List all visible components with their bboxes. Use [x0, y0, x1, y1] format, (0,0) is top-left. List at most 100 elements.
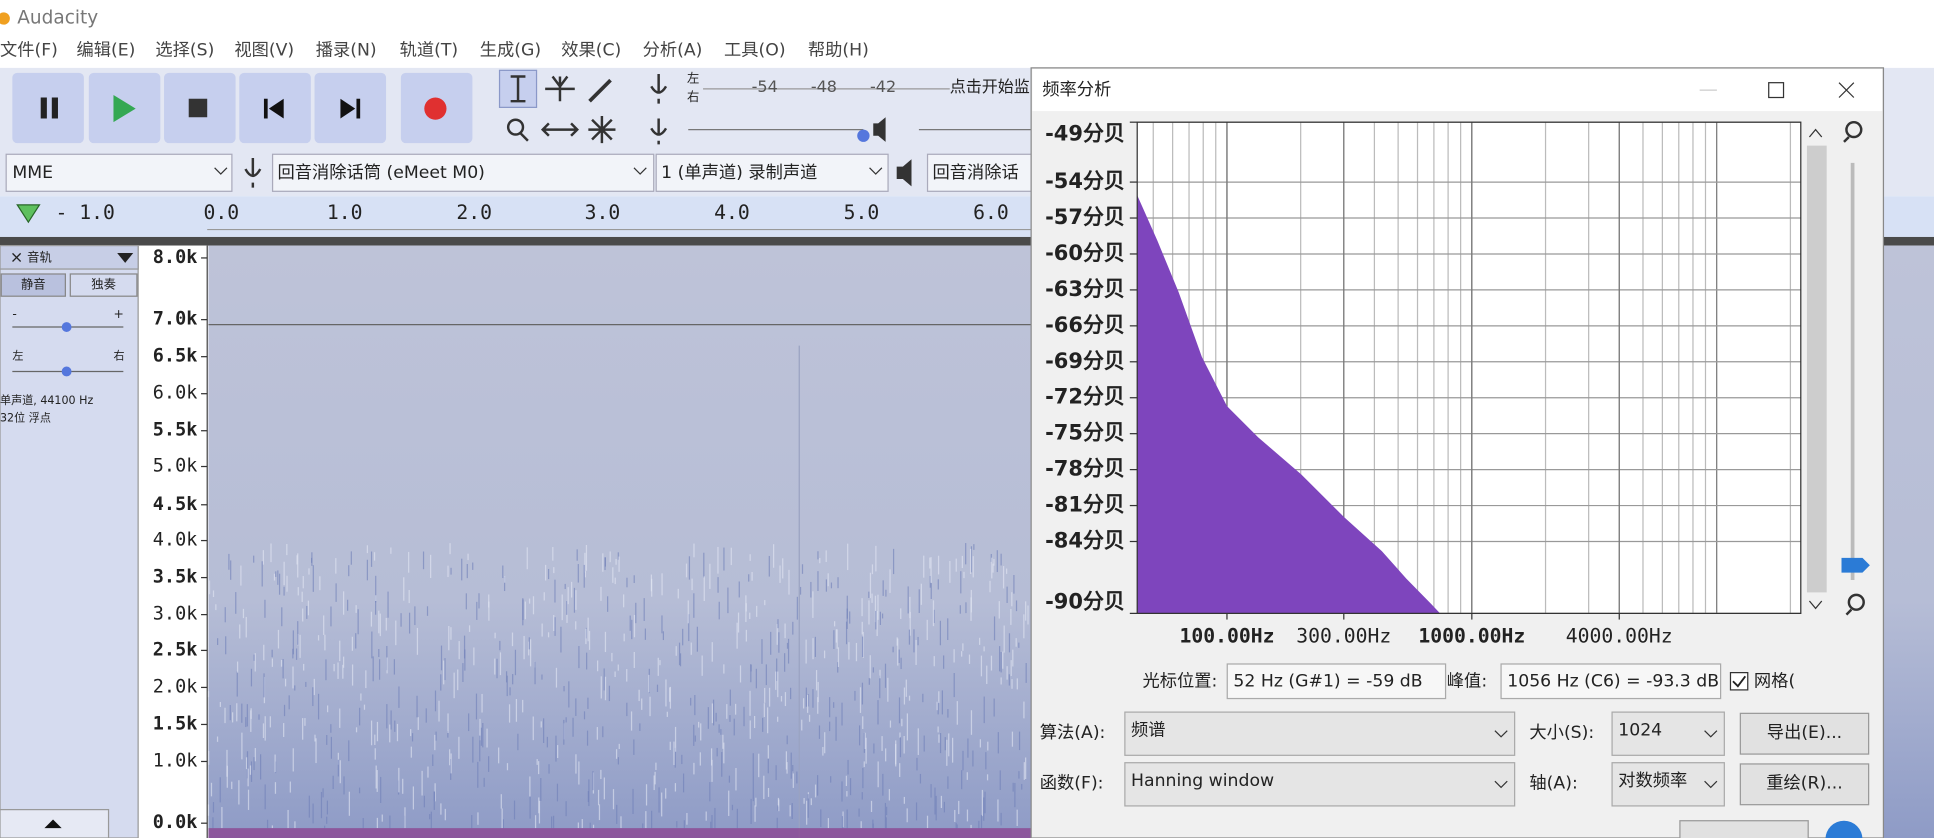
envelope-tool[interactable]	[545, 75, 575, 102]
y-tick-label: -66分贝	[1045, 313, 1125, 337]
export-button[interactable]	[1739, 712, 1870, 755]
y-tick-label: -63分贝	[1045, 277, 1125, 301]
menu-item[interactable]: 选择(S)	[155, 41, 214, 61]
gain-max: +	[113, 307, 123, 321]
app-icon	[0, 12, 10, 25]
gain-min: -	[12, 307, 16, 321]
menu-item[interactable]: 文件(F)	[0, 41, 58, 61]
axis: 对数频率	[1618, 771, 1687, 791]
axis-combo[interactable]	[1611, 762, 1725, 807]
replot: 重绘(R)...	[1766, 774, 1842, 794]
menu-item[interactable]: 效果(C)	[561, 41, 621, 61]
grid-checkbox[interactable]	[1729, 672, 1749, 691]
function-combo[interactable]	[1124, 762, 1516, 807]
frequency-label: 6.0k	[153, 383, 198, 404]
frequency-axis	[139, 245, 208, 838]
export: 导出(E)...	[1767, 723, 1842, 743]
frequency-label: 7.0k	[153, 309, 198, 330]
help-button[interactable]	[1825, 820, 1863, 838]
close-dialog-button[interactable]	[1679, 820, 1809, 838]
ruler-labels: - 1.0 0.0 1.0 2.0 3.0 4.0 5.0 6.0	[56, 201, 1009, 224]
y-tick-label: -54分贝	[1045, 169, 1125, 193]
transport	[12, 72, 473, 144]
pause-button[interactable]	[12, 72, 84, 144]
menu-item[interactable]: 编辑(E)	[76, 41, 135, 61]
window-title: Audacity	[17, 8, 98, 29]
track-name[interactable]: 音轨	[27, 249, 52, 264]
close-button[interactable]	[1838, 82, 1855, 98]
menu-item[interactable]: 播录(N)	[316, 41, 377, 61]
y-tick-label: -81分贝	[1045, 493, 1125, 517]
zoom-out[interactable]	[1847, 593, 1865, 611]
cursor-value: 52 Hz (G#1) = -59 dB	[1233, 671, 1422, 691]
meter-hint[interactable]: 点击开始监	[950, 77, 1030, 96]
tools	[498, 69, 616, 144]
algorithm-combo[interactable]	[1124, 711, 1516, 756]
y-tick-label: -49分贝	[1045, 122, 1125, 146]
meter-channel: 左	[687, 70, 699, 85]
cursor-box	[1226, 663, 1447, 700]
volume-thumb[interactable]	[857, 129, 870, 142]
cursor-label: 光标位置:	[1143, 671, 1218, 691]
size: 1024	[1618, 721, 1662, 741]
ruler-label: - 1.0	[56, 201, 115, 224]
algorithm: 频谱	[1131, 721, 1166, 741]
meter-tick: -42	[870, 77, 896, 96]
dialog-controls: 光标位置: 52 Hz (G#1) = -59 dB 峰值: 1056 Hz (C6)…	[1040, 671, 1843, 793]
menu-item[interactable]: 轨道(T)	[400, 41, 459, 61]
menu-item[interactable]: 工具(O)	[724, 41, 786, 61]
size-label: 大小(S):	[1529, 723, 1594, 743]
frequency-label: 8.0k	[153, 247, 198, 268]
y-tick-label: -72分贝	[1045, 385, 1125, 409]
track-info: 单声道, 44100 Hz	[0, 393, 93, 407]
multi-tool[interactable]	[588, 116, 616, 144]
zoom-in[interactable]	[1845, 120, 1863, 139]
frequency-label: 1.5k	[153, 713, 198, 734]
gain-thumb[interactable]	[61, 322, 72, 332]
plot-border	[1136, 121, 1802, 614]
pan-thumb[interactable]	[61, 366, 72, 377]
x-tick-label: 1000.00Hz	[1418, 624, 1525, 647]
menu-item[interactable]: 生成(G)	[480, 41, 541, 61]
ruler-label: 6.0	[973, 201, 1009, 224]
recording-device-combo[interactable]	[271, 153, 655, 192]
scrollbar[interactable]	[1806, 145, 1827, 593]
y-tick-label: -57分贝	[1045, 205, 1125, 229]
dialog-title: 频率分析	[1042, 80, 1111, 100]
y-tick-label: -78分贝	[1045, 457, 1125, 481]
x-tick-label: 4000.00Hz	[1566, 624, 1673, 647]
menu-item[interactable]: 分析(A)	[643, 41, 703, 61]
device-toolbar: MME 回音消除话筒 (eMeet M0) 1 (单声道) 录制声道 回音消除话	[5, 153, 1032, 192]
ruler-label: 2.0	[456, 201, 492, 224]
y-tick-label: -90分贝	[1045, 589, 1125, 613]
play-head-button[interactable]	[16, 204, 41, 224]
x-tick-label: 100.00Hz	[1179, 624, 1274, 647]
meter-tick: -48	[811, 77, 837, 96]
solo-button[interactable]	[69, 273, 138, 297]
spectrogram	[208, 245, 1032, 838]
solo: 独奏	[91, 278, 116, 292]
draw-tool[interactable]	[588, 78, 612, 103]
close-track[interactable]: ×	[10, 247, 23, 266]
channels-combo[interactable]	[655, 153, 889, 192]
y-tick-label: -69分贝	[1045, 349, 1125, 373]
recording-device: 回音消除话筒 (eMeet M0)	[278, 163, 485, 183]
frequency-label: 4.5k	[153, 494, 198, 515]
size-combo[interactable]	[1611, 711, 1725, 756]
replot-button[interactable]	[1739, 763, 1870, 806]
menu-item[interactable]: 视图(V)	[234, 41, 294, 61]
maximize-button[interactable]	[1768, 82, 1785, 99]
host-combo[interactable]	[5, 153, 233, 192]
peak-value: 1056 Hz (C6) = -93.3 dB	[1507, 671, 1719, 691]
ruler-label: 3.0	[585, 201, 621, 224]
timeshift-tool[interactable]	[540, 122, 579, 137]
mute-button[interactable]	[0, 273, 66, 297]
zoom-thumb[interactable]	[1841, 557, 1870, 573]
zoom-tool[interactable]	[506, 118, 525, 136]
track-info: 32位 浮点	[0, 410, 51, 424]
menu-item[interactable]: 帮助(H)	[808, 41, 869, 61]
y-tick-label: -60分贝	[1045, 241, 1125, 265]
function-label: 函数(F):	[1040, 774, 1104, 794]
playback-device: 回音消除话	[932, 163, 1018, 183]
